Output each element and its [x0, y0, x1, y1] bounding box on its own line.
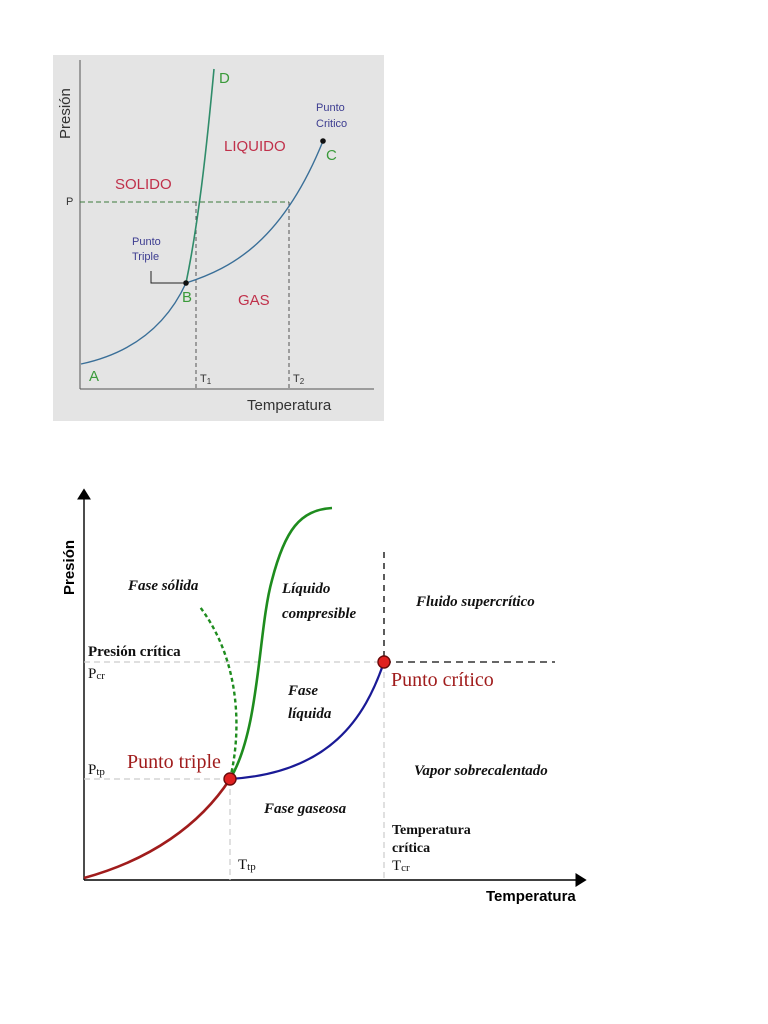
top-critical-point-label-line1: Punto [316, 102, 345, 114]
top-solid-region-label: SOLIDO [115, 176, 172, 193]
bottom-vaporization-curve [229, 661, 386, 781]
top-critical-point [320, 138, 326, 144]
top-triple-pointer [150, 271, 184, 284]
bottom-compressible-liquid-line1: Líquido [281, 581, 330, 597]
bottom-gas-region-label: Fase gaseosa [263, 801, 347, 817]
top-diagram-background [53, 55, 384, 421]
top-sublimation-vaporization-curve [80, 140, 324, 365]
bottom-superheated-vapor-label: Vapor sobrecalentado [414, 763, 548, 779]
top-triple-point [183, 280, 189, 286]
top-pressure-tick: P [66, 196, 73, 208]
top-triple-point-label-line2: Triple [132, 251, 159, 263]
bottom-supercritical-label: Fluido supercrítico [415, 594, 535, 610]
top-point-a-label: A [89, 368, 99, 385]
top-x-axis-label: Temperatura [247, 397, 332, 414]
bottom-anomalous-fusion-curve [199, 606, 238, 780]
bottom-liquid-line2: líquida [288, 706, 332, 722]
top-critical-point-label-line2: Critico [316, 118, 347, 130]
top-y-axis-label: Presión [57, 88, 74, 139]
top-t1-tick: T1 [200, 373, 212, 386]
bottom-triple-point [223, 772, 237, 786]
top-liquid-region-label: LIQUIDO [224, 138, 286, 155]
bottom-critical-temperature-line1: Temperatura [392, 823, 471, 838]
bottom-ptp-label: Ptp [88, 762, 105, 778]
phase-diagram-bottom: Presión Temperatura Fase sólida Líquido … [61, 488, 587, 905]
phase-diagram-top: Presión Temperatura P T1 T2 SOLIDO LIQUI… [53, 55, 384, 421]
top-fusion-curve [185, 68, 215, 284]
bottom-triple-point-label: Punto triple [127, 751, 221, 773]
top-point-d-label: D [219, 70, 230, 87]
bottom-x-axis-label: Temperatura [486, 888, 576, 905]
bottom-tcr-label: Tcr [392, 858, 410, 874]
bottom-liquid-line1: Fase [287, 683, 318, 699]
top-triple-point-label-line1: Punto [132, 236, 161, 248]
bottom-compressible-liquid-line2: compresible [282, 606, 356, 622]
top-t2-tick: T2 [293, 373, 305, 386]
bottom-fusion-curve [228, 506, 333, 780]
top-point-c-label: C [326, 147, 337, 164]
top-point-b-label: B [182, 289, 192, 306]
bottom-critical-pressure-label: Presión crítica [88, 644, 181, 660]
bottom-sublimation-curve [83, 778, 232, 880]
bottom-y-axis-label: Presión [61, 540, 78, 595]
bottom-solid-region-label: Fase sólida [127, 578, 199, 594]
bottom-critical-point-label: Punto crítico [391, 669, 494, 691]
bottom-pcr-label: Pcr [88, 666, 105, 682]
bottom-critical-temperature-line2: crítica [392, 841, 430, 856]
top-gas-region-label: GAS [238, 292, 270, 309]
bottom-critical-point [377, 655, 391, 669]
bottom-ttp-label: Ttp [238, 857, 256, 873]
